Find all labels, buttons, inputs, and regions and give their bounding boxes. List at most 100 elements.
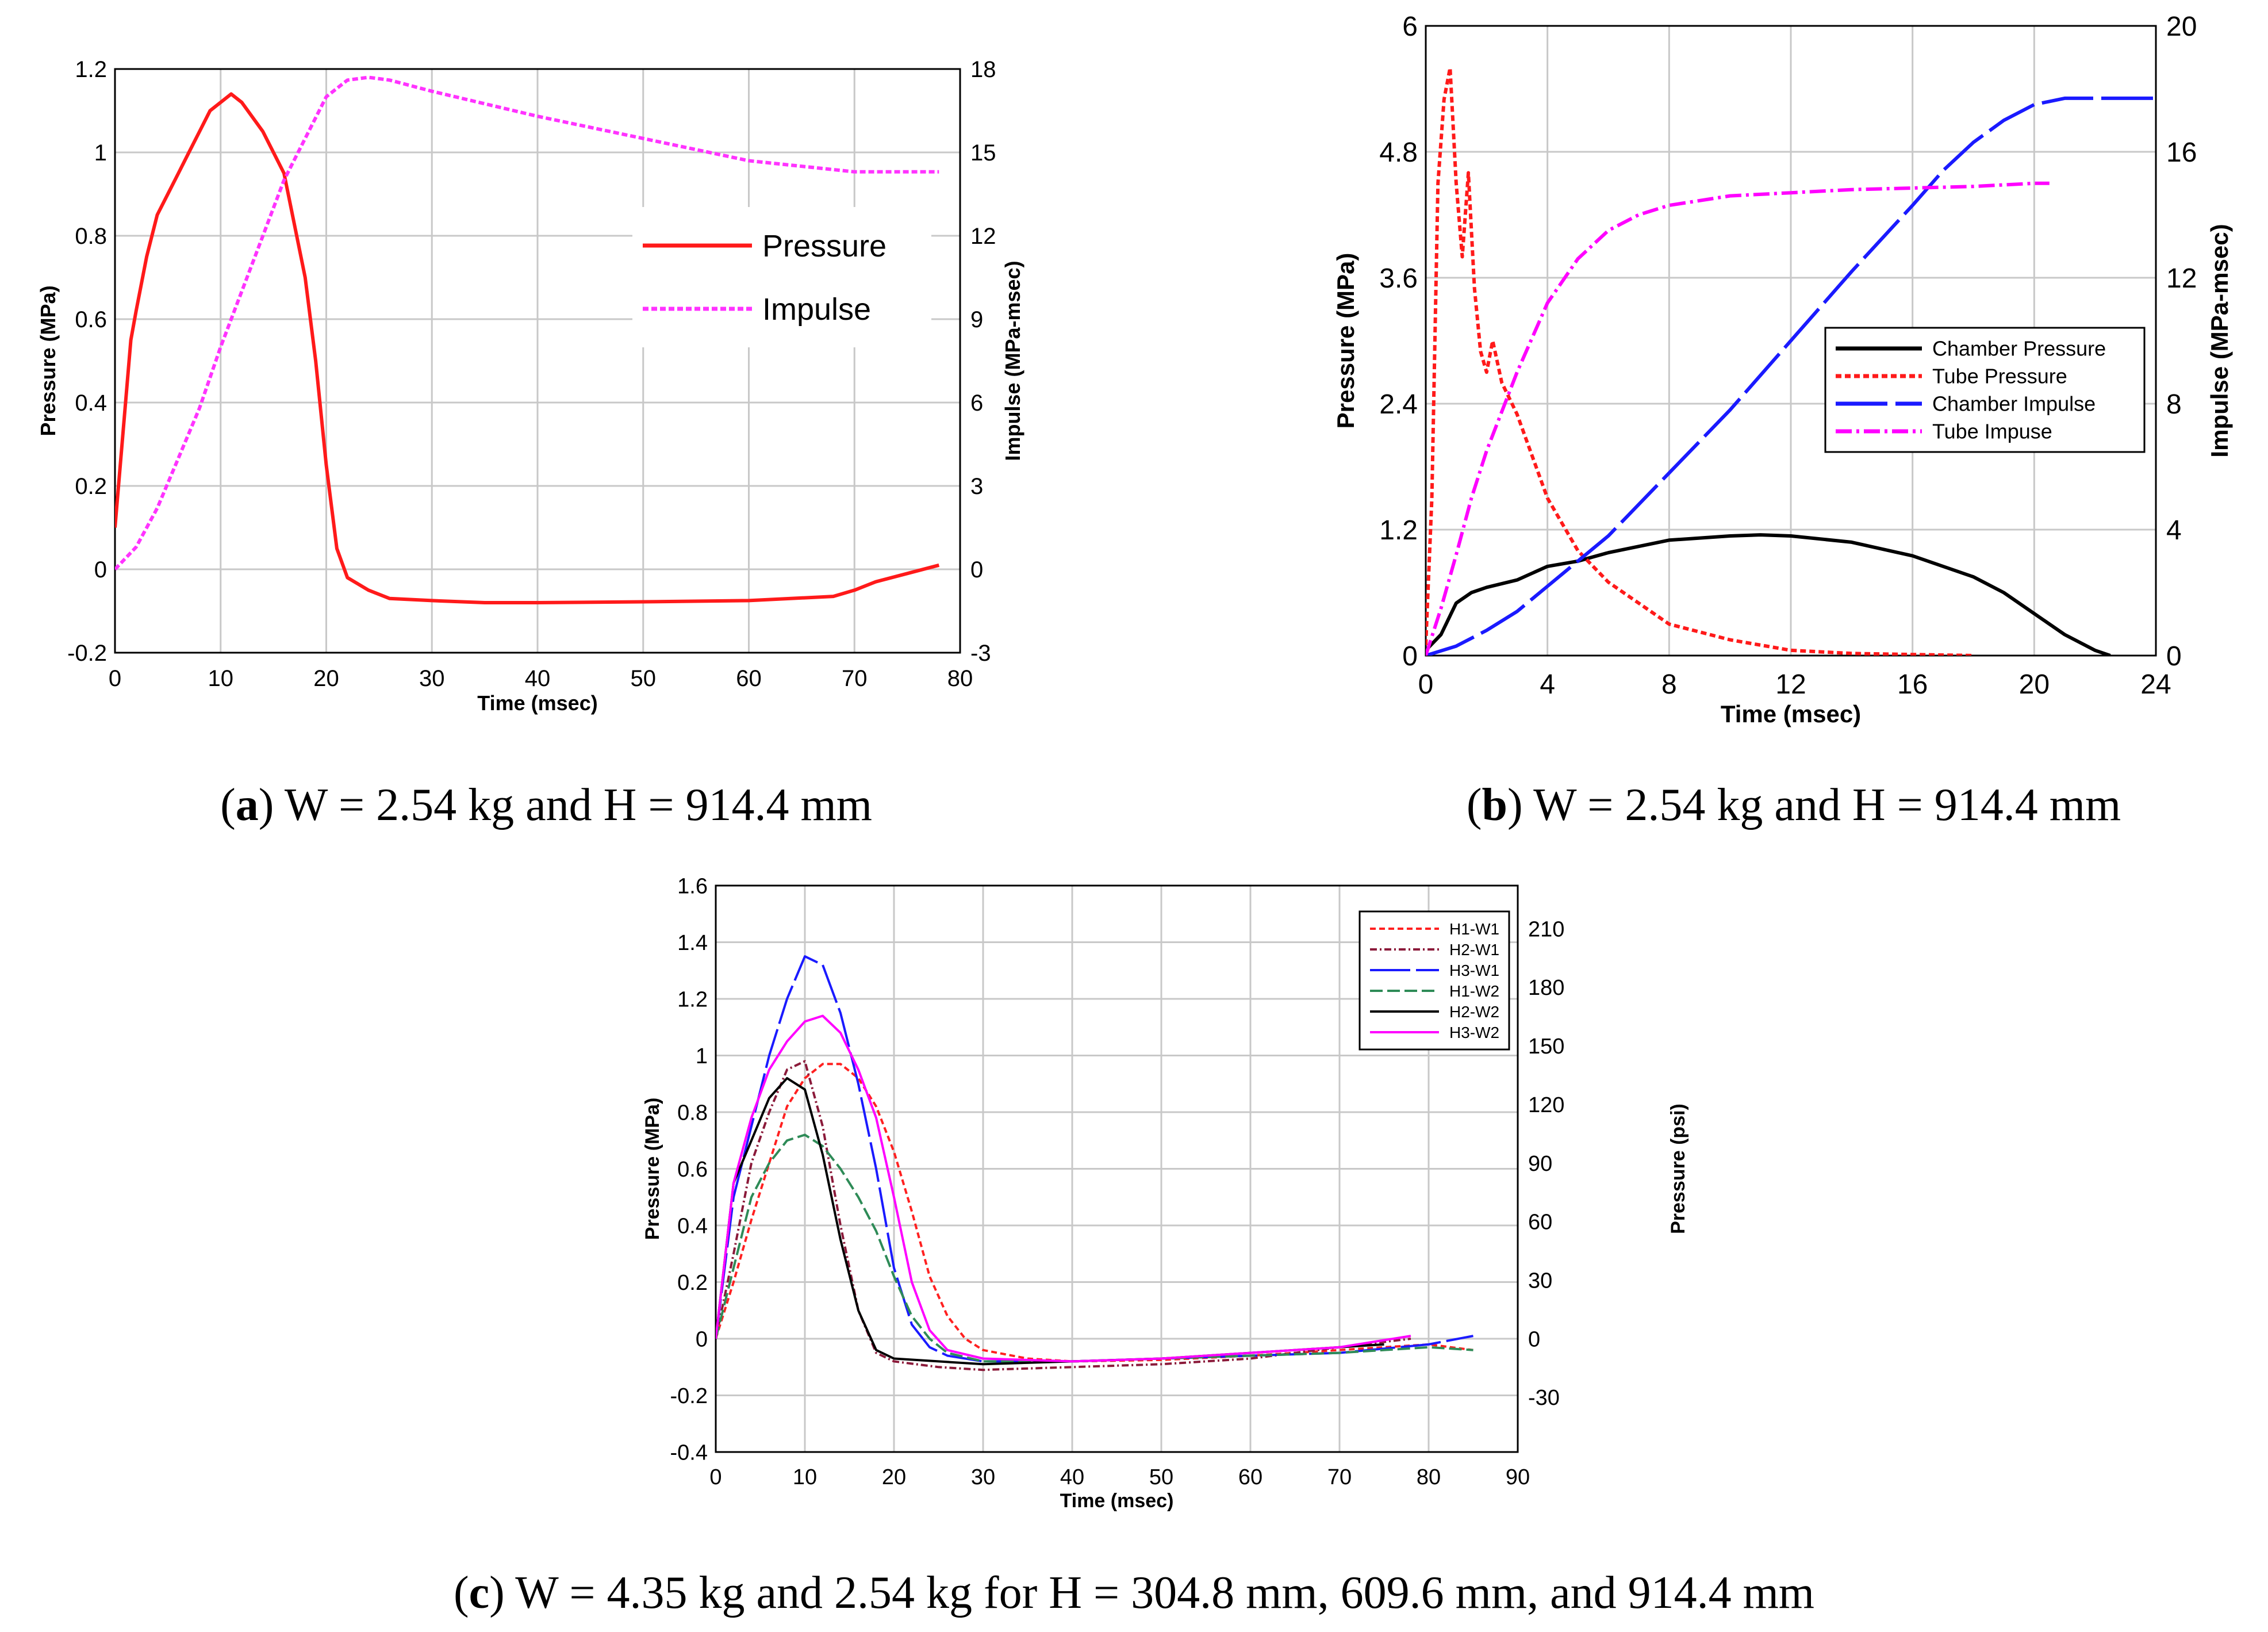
series-line-h3-w2 [716, 1014, 1411, 1363]
legend-label: H2-W1 [1449, 941, 1499, 959]
legend-label: H1-W2 [1449, 982, 1499, 1000]
legend-box [1359, 910, 1510, 1051]
x-tick-label: 50 [631, 666, 657, 691]
y-tick-label: 0.6 [677, 1158, 708, 1182]
chart-c: 0 10 20 30 40 50 60 70 80 90-0.4-0.200.20.40.60.8… [642, 874, 1689, 1512]
legend-label: Tube Pressure [1932, 365, 2067, 388]
legend-c: H1-W1 H2-W1 H3-W1 H1-W2 H2-W2 H3-W2 [1359, 910, 1510, 1051]
series-line-tube-impuse [1426, 181, 2050, 656]
y-tick-label: 4.8 [1379, 137, 1418, 168]
y2-tick-label: 6 [970, 390, 983, 416]
legend-label: Chamber Pressure [1932, 337, 2106, 361]
y-tick-label: 1.2 [677, 987, 708, 1012]
y2-axis-label: Impulse (MPa-msec) [2206, 224, 2233, 457]
legend-label: Tube Impuse [1932, 420, 2052, 443]
y2-tick-label: 15 [970, 140, 996, 166]
y-tick-label: 1 [696, 1044, 708, 1068]
x-tick-label: 40 [525, 666, 551, 691]
y2-tick-label: 0 [2166, 641, 2182, 672]
y2-tick-label: 18 [970, 57, 996, 82]
caption-b: (b) W = 2.54 kg and H = 914.4 mm [1466, 780, 2121, 830]
y-tick-label: 0 [696, 1327, 708, 1351]
y2-tick-label: 150 [1528, 1035, 1564, 1059]
y2-tick-label: 16 [2166, 137, 2197, 168]
y2-tick-label: 120 [1528, 1093, 1564, 1117]
y-tick-label: -0.2 [67, 641, 107, 666]
legend-label: Impulse [762, 292, 871, 327]
legend-label: Pressure [762, 229, 887, 263]
x-tick-label: 70 [1327, 1465, 1352, 1489]
series-group-b [1426, 66, 2156, 656]
y-axis-label: Pressure (MPa) [642, 1098, 663, 1240]
x-tick-label: 12 [1775, 669, 1806, 700]
x-axis-label: Time (msec) [1060, 1490, 1174, 1512]
legend-a: Pressure Impulse [632, 207, 931, 347]
x-tick-label: 70 [842, 666, 868, 691]
y-tick-label: 0 [94, 557, 107, 583]
x-tick-label: 8 [1661, 669, 1677, 700]
caption-c: (c) W = 4.35 kg and 2.54 kg for H = 304.… [453, 1568, 1815, 1618]
y2-tick-label: 9 [970, 307, 983, 332]
x-tick-label: 20 [882, 1465, 906, 1489]
y2-tick-label: 4 [2166, 515, 2182, 546]
legend-label: H3-W1 [1449, 961, 1499, 979]
x-tick-label: 50 [1149, 1465, 1173, 1489]
chart-c-panel: 0 10 20 30 40 50 60 70 80 90 -0.4 -0.2 0 0.2 0.4 0.6 0.8… [575, 863, 1725, 1553]
x-tick-label: 10 [793, 1465, 817, 1489]
x-tick-label: 30 [419, 666, 445, 691]
series-line-pressure [115, 92, 940, 604]
series-line-h1-w1 [716, 1063, 1473, 1363]
y2-tick-label: 90 [1528, 1152, 1552, 1176]
series-line-chamber-pressure [1426, 533, 2111, 656]
x-tick-label: 24 [2140, 669, 2171, 700]
series-line-h3-w1 [716, 955, 1473, 1363]
x-tick-label: 60 [736, 666, 762, 691]
y-tick-label: 1.2 [1379, 515, 1418, 546]
series-line-h1-w2 [716, 1133, 1473, 1363]
y-tick-label: 0.2 [677, 1271, 708, 1295]
legend-label: Chamber Impulse [1932, 392, 2096, 416]
legend-b: Chamber Pressure Tube Pressure Chamber Imp… [1824, 327, 2146, 453]
y-tick-label: 0.8 [677, 1101, 708, 1125]
y-tick-label: 1 [94, 140, 107, 166]
x-tick-label: 90 [1506, 1465, 1530, 1489]
y2-tick-label: -3 [970, 641, 991, 666]
x-tick-label: 0 [109, 666, 121, 691]
x-axis-label: Time (msec) [1721, 700, 1861, 727]
plot-frame-c [715, 884, 1519, 1453]
x-tick-label: 30 [971, 1465, 995, 1489]
x-axis-label: Time (msec) [477, 691, 597, 715]
x-tick-label: 20 [2019, 669, 2050, 700]
y-tick-label: 0.4 [677, 1214, 708, 1238]
x-tick-label: 0 [709, 1465, 722, 1489]
y2-tick-label: 0 [970, 557, 983, 583]
y2-tick-label: 60 [1528, 1210, 1552, 1235]
plot-frame-a [114, 68, 961, 654]
y-tick-label: 6 [1402, 12, 1418, 42]
y-tick-label: 0 [1402, 641, 1418, 672]
y-tick-label: 1.4 [677, 931, 708, 955]
y-tick-label: -0.2 [670, 1384, 708, 1408]
x-tick-label: 16 [1897, 669, 1928, 700]
chart-a-panel: 0 10 20 30 40 50 60 70 80 -0.2 0 0.2 0.4 0.6 0.8 1 1.2 -3… [0, 0, 1092, 771]
legend-label: H1-W1 [1449, 920, 1499, 938]
series-group-a [115, 75, 940, 604]
x-tick-label: 10 [208, 666, 234, 691]
y2-tick-label: 12 [2166, 263, 2197, 294]
y2-tick-label: 0 [1528, 1327, 1540, 1351]
y-axis-label: Pressure (MPa) [36, 285, 60, 436]
series-line-impulse [115, 75, 939, 571]
y-axis-label: Pressure (MPa) [1332, 253, 1359, 429]
legend-box [632, 207, 931, 347]
y2-tick-label: 210 [1528, 917, 1564, 941]
x-tick-label: 40 [1060, 1465, 1084, 1489]
caption-a: (a) W = 2.54 kg and H = 914.4 mm [220, 780, 872, 830]
y-tick-label: 0.8 [75, 224, 107, 249]
y2-tick-label: 30 [1528, 1269, 1552, 1293]
x-tick-label: 60 [1238, 1465, 1262, 1489]
x-tick-label: 4 [1540, 669, 1555, 700]
series-line-chamber-impulse [1426, 96, 2156, 656]
legend-label: H2-W2 [1449, 1003, 1499, 1021]
series-line-tube-pressure [1426, 66, 1974, 656]
